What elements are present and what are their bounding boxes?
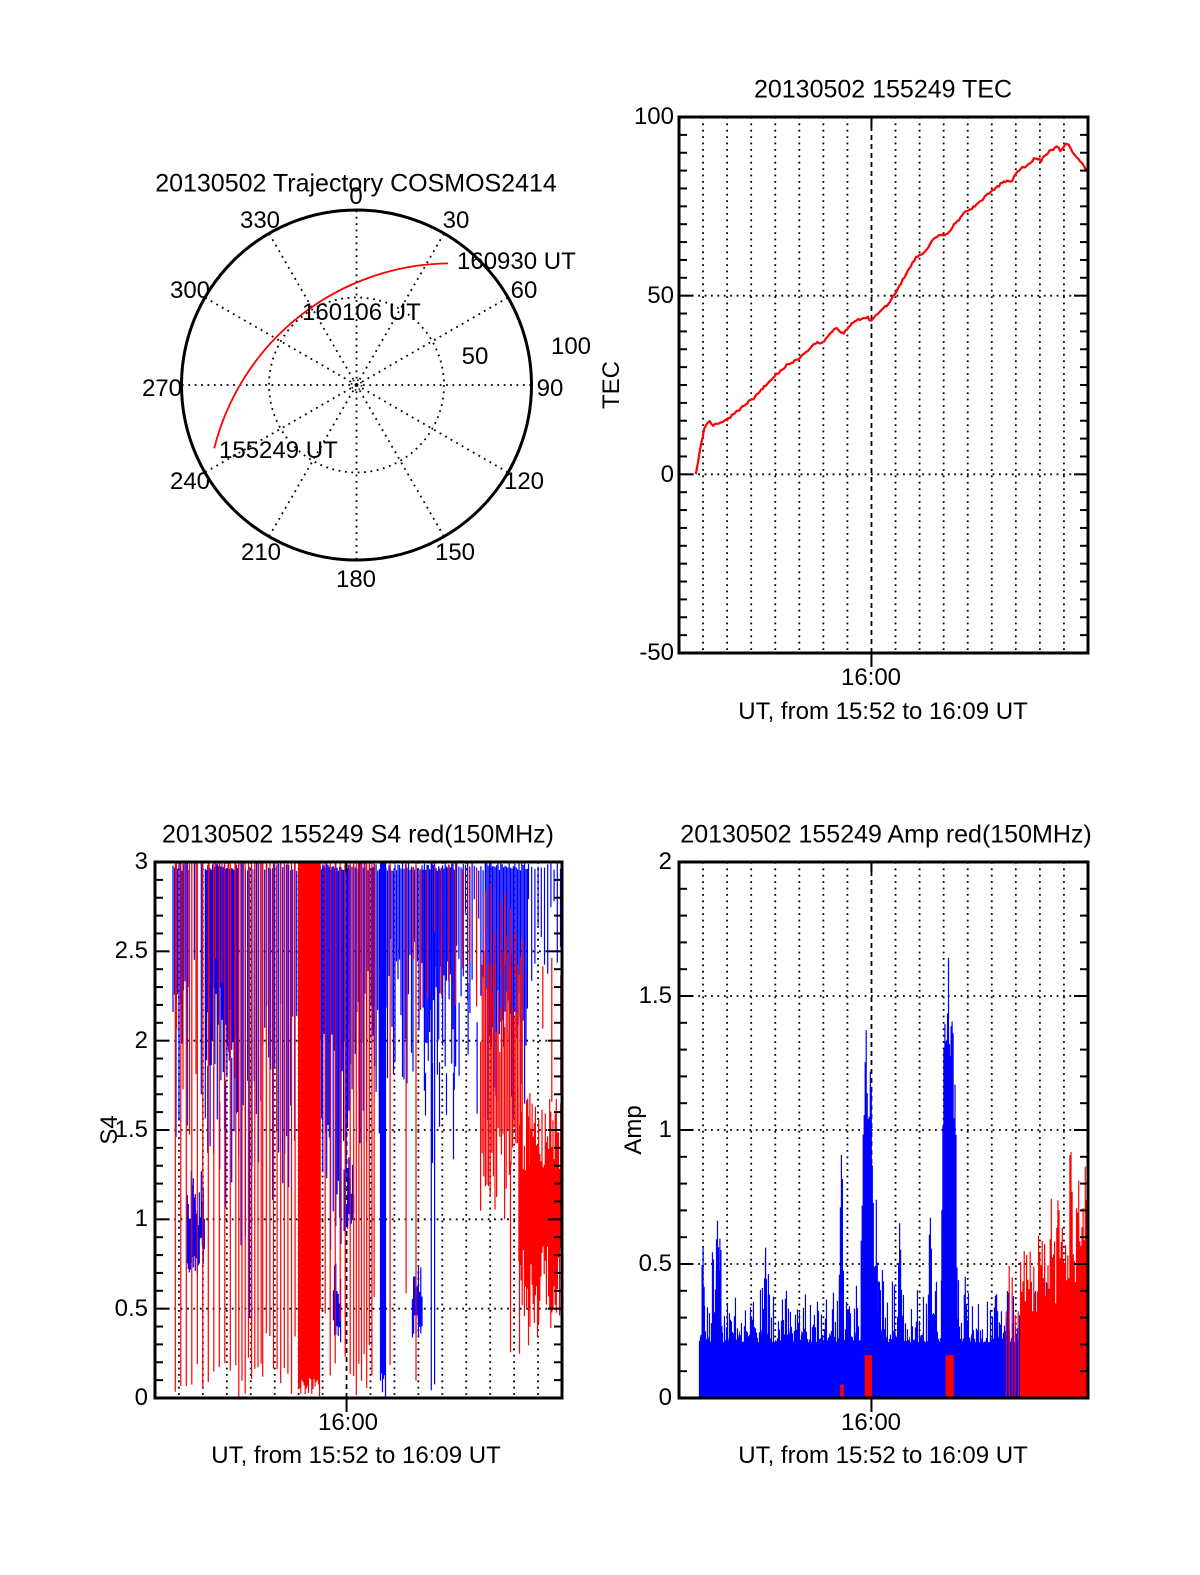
s4-ytick-2: 2 (134, 1027, 148, 1054)
amp-ylabel: Amp (620, 1105, 647, 1155)
tec-ytick-100: 100 (633, 103, 674, 130)
tec-ylabel: TEC (598, 361, 625, 409)
s4-xtick-1600: 16:00 (317, 1409, 379, 1436)
s4-ytick-0: 0 (134, 1384, 148, 1411)
polar-azimuth-label-30: 30 (442, 207, 470, 234)
trajectory-annotation-160106: 160106 UT (302, 299, 421, 326)
s4-ytick-1-5: 1.5 (114, 1116, 148, 1143)
s4-ytick-2-5: 2.5 (114, 937, 148, 964)
polar-azimuth-label-120: 120 (503, 468, 545, 495)
polar-radial-label-100: 100 (550, 333, 592, 360)
polar-azimuth-label-0: 0 (349, 183, 363, 210)
s4-ytick-1: 1 (134, 1205, 148, 1232)
s4-ytick-3: 3 (134, 848, 148, 875)
tec-title: 20130502 155249 TEC (753, 75, 1013, 104)
polar-azimuth-label-90: 90 (536, 375, 564, 402)
tec-ytick-50: 50 (647, 282, 674, 309)
polar-azimuth-label-240: 240 (169, 468, 211, 495)
polar-azimuth-label-210: 210 (240, 539, 282, 566)
polar-radial-label-50: 50 (461, 343, 489, 370)
amp-title: 20130502 155249 Amp red(150MHz) (680, 820, 1092, 849)
tec-ytick-neg50: -50 (639, 639, 674, 666)
amp-ytick-2: 2 (658, 848, 672, 875)
amp-ytick-0: 0 (658, 1384, 672, 1411)
amp-xtick-1600: 16:00 (840, 1409, 902, 1436)
polar-azimuth-label-330: 330 (239, 207, 281, 234)
amp-ytick-1-5: 1.5 (638, 982, 672, 1009)
polar-azimuth-label-150: 150 (434, 539, 476, 566)
polar-azimuth-label-300: 300 (169, 277, 211, 304)
trajectory-annotation-155249: 155249 UT (219, 437, 338, 464)
s4-ytick-0-5: 0.5 (114, 1295, 148, 1322)
trajectory-annotation-160930: 160930 UT (457, 248, 576, 275)
tec-ytick-0: 0 (660, 461, 674, 488)
tec-xlabel: UT, from 15:52 to 16:09 UT (738, 698, 1028, 725)
amp-ytick-0-5: 0.5 (638, 1250, 672, 1277)
s4-ylabel: S4 (96, 1115, 123, 1145)
polar-azimuth-label-60: 60 (510, 277, 538, 304)
polar-azimuth-label-270: 270 (141, 375, 183, 402)
tec-xtick-1600: 16:00 (840, 664, 902, 691)
polar-azimuth-label-180: 180 (335, 566, 377, 593)
s4-title: 20130502 155249 S4 red(150MHz) (162, 820, 554, 849)
amp-ytick-1: 1 (658, 1116, 672, 1143)
amp-xlabel: UT, from 15:52 to 16:09 UT (738, 1442, 1028, 1469)
s4-xlabel: UT, from 15:52 to 16:09 UT (211, 1442, 501, 1469)
trajectory-title: 20130502 Trajectory COSMOS2414 (155, 169, 557, 198)
